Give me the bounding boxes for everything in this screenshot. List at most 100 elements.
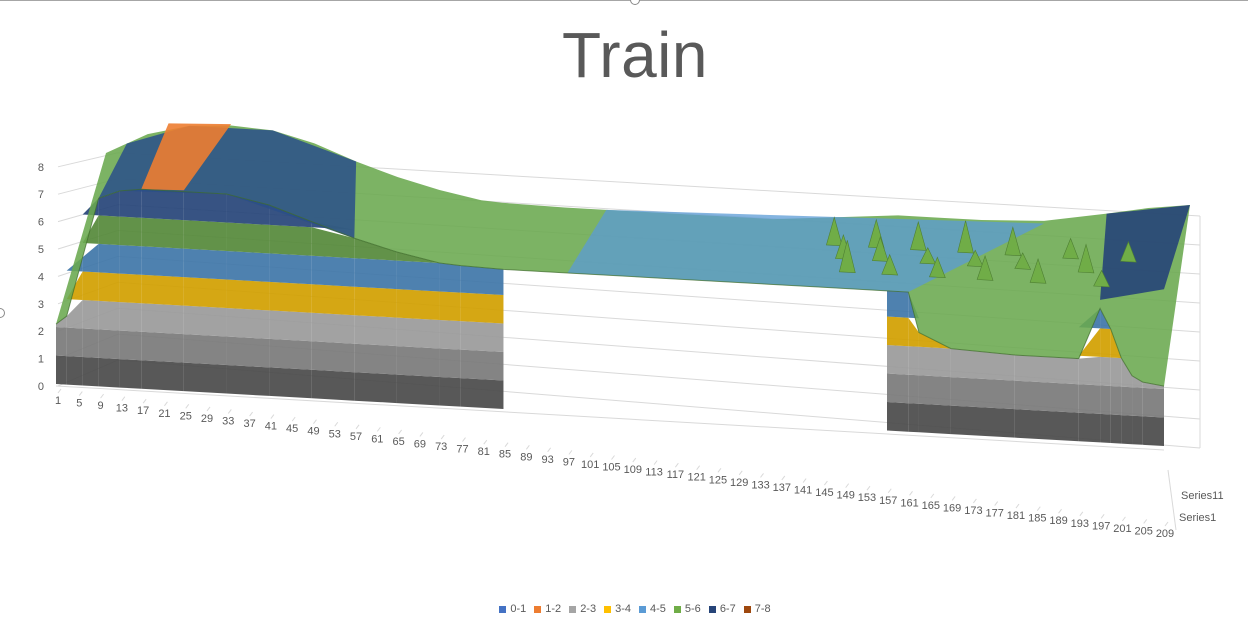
x-tick-label: 121 <box>687 472 705 484</box>
legend-swatch <box>499 605 507 613</box>
x-tick-label: 13 <box>116 403 128 415</box>
x-tick-mark <box>334 421 339 427</box>
surface-peak <box>919 246 937 265</box>
x-tick-mark <box>653 460 658 465</box>
z-tick-label: 0 <box>38 381 44 393</box>
legend-item: 6-7 <box>708 603 736 615</box>
surface-band <box>439 319 461 350</box>
x-tick-label: 61 <box>371 433 383 445</box>
surface-band <box>1142 382 1164 389</box>
x-tick-mark <box>589 452 594 458</box>
surface-band <box>908 403 919 433</box>
x-tick-mark <box>376 427 381 432</box>
surface-band <box>439 348 461 379</box>
surface-band <box>1121 358 1133 388</box>
legend-item: 1-2 <box>534 603 561 615</box>
surface-band <box>908 374 919 404</box>
surface-band <box>269 281 312 313</box>
surface-band <box>1142 416 1164 446</box>
surface-peak <box>826 216 843 247</box>
surface-peak <box>881 253 899 276</box>
x-tick-label: 53 <box>329 428 341 440</box>
x-tick-mark <box>717 467 722 473</box>
x-tick-mark <box>1122 516 1126 522</box>
surface-band <box>141 189 184 221</box>
chart-title: Train <box>562 19 708 91</box>
x-tick-label: 117 <box>667 469 685 481</box>
x-tick-label: 1 <box>55 395 61 407</box>
x-tick-label: 149 <box>836 490 854 502</box>
surface-band <box>1014 355 1079 385</box>
surface-peak <box>1120 240 1137 263</box>
surface-band <box>82 356 99 387</box>
legend-swatch <box>639 605 646 613</box>
surface-band <box>887 402 909 432</box>
z-tick-label: 8 <box>38 162 44 174</box>
x-tick-mark <box>738 470 743 476</box>
surface-band <box>311 284 355 316</box>
surface-band <box>1110 386 1122 416</box>
x-tick-label: 49 <box>307 426 319 438</box>
surface-band <box>1100 356 1111 387</box>
x-tick-label: 33 <box>222 415 234 427</box>
surface-band <box>56 355 67 385</box>
x-tick-mark <box>1079 511 1084 517</box>
x-tick-mark <box>206 406 211 412</box>
surface-band <box>908 317 919 347</box>
x-tick-label: 113 <box>645 467 663 479</box>
surface-band <box>1142 387 1164 418</box>
x-tick-mark <box>483 439 488 445</box>
surface-front-edge <box>55 188 1165 387</box>
surface-band <box>1078 328 1101 357</box>
surface-band <box>354 286 397 318</box>
x-tick-label: 181 <box>1007 510 1025 522</box>
x-tick-label: 129 <box>730 477 748 489</box>
x-tick-label: 45 <box>286 423 298 435</box>
surface-band <box>119 216 142 247</box>
surface-band <box>269 310 312 342</box>
surface-band <box>56 316 67 328</box>
surface-band <box>141 331 184 363</box>
x-tick-mark <box>100 393 104 399</box>
surface-band <box>183 362 227 394</box>
surface-peak <box>1093 269 1111 288</box>
legend-label: 3-4 <box>615 603 631 615</box>
x-tick-mark <box>1100 514 1105 519</box>
x-tick-mark <box>823 480 828 486</box>
surface-band <box>226 336 270 368</box>
surface-band <box>354 238 397 261</box>
surface-band <box>141 303 184 335</box>
surface-band <box>269 367 312 399</box>
surface-band <box>311 369 355 401</box>
surface-band <box>1078 356 1101 386</box>
surface-band <box>119 359 142 389</box>
surface-band <box>226 308 270 339</box>
x-tick-label: 209 <box>1156 528 1174 540</box>
surface-band <box>183 220 227 252</box>
x-tick-mark <box>398 429 403 435</box>
x-tick-label: 81 <box>478 446 490 458</box>
surface-peak <box>1014 252 1032 270</box>
surface-band <box>460 292 504 324</box>
surface-band <box>119 189 142 218</box>
x-tick-mark <box>57 388 62 394</box>
x-tick-label: 105 <box>602 462 620 474</box>
x-tick-mark <box>994 501 999 506</box>
surface-band <box>82 299 99 330</box>
surface-band <box>396 260 440 292</box>
x-tick-mark <box>1143 519 1148 524</box>
x-tick-mark <box>973 498 977 504</box>
surface-band <box>183 277 227 309</box>
x-tick-label: 101 <box>581 459 599 471</box>
surface-band <box>226 365 270 396</box>
x-tick-mark <box>866 485 871 491</box>
x-tick-label: 177 <box>986 508 1004 520</box>
surface-band <box>98 215 120 246</box>
x-tick-mark <box>1058 508 1062 514</box>
surface-band <box>98 300 120 331</box>
surface-band <box>950 377 1015 410</box>
surface-band <box>141 360 184 392</box>
legend-item: 4-5 <box>639 603 666 615</box>
surface-band <box>1110 414 1122 444</box>
